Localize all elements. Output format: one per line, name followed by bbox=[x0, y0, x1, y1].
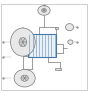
Ellipse shape bbox=[38, 6, 50, 15]
Ellipse shape bbox=[14, 69, 35, 87]
Bar bbox=[28, 34, 56, 57]
Ellipse shape bbox=[21, 75, 28, 81]
Ellipse shape bbox=[19, 38, 27, 46]
Ellipse shape bbox=[68, 40, 73, 44]
Bar bbox=[55, 68, 61, 70]
Ellipse shape bbox=[66, 24, 73, 31]
Ellipse shape bbox=[42, 9, 46, 12]
Bar bbox=[55, 27, 58, 29]
Ellipse shape bbox=[11, 28, 35, 56]
